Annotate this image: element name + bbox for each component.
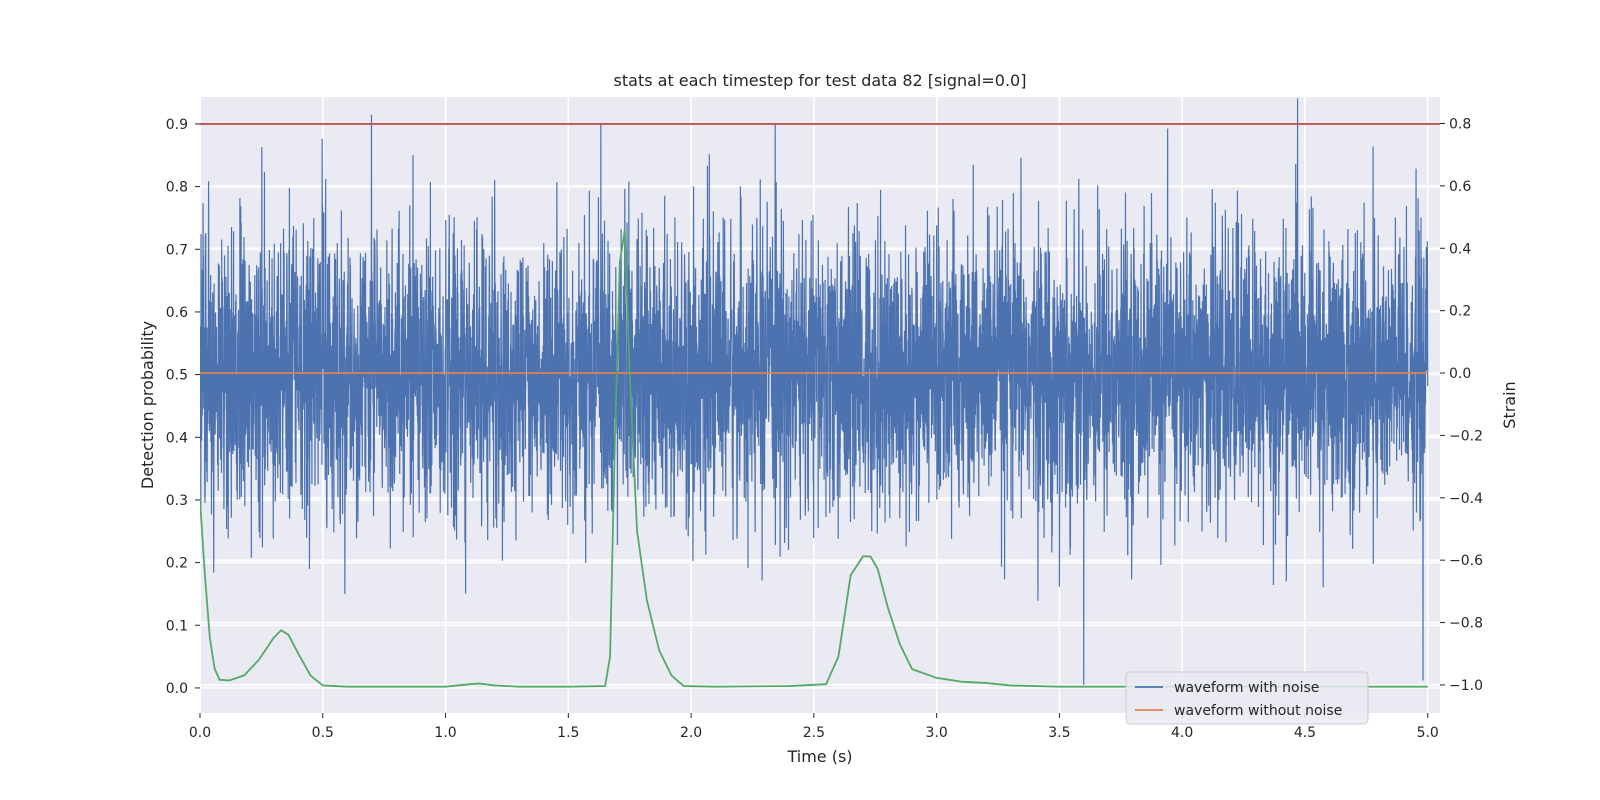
x-tick-label-9: 4.5 xyxy=(1294,725,1316,741)
y-left-tick-label-4: 0.4 xyxy=(166,430,188,446)
y-left-tick-label-3: 0.3 xyxy=(166,493,188,509)
x-axis-label: Time (s) xyxy=(786,747,852,766)
y-axis-label-left: Detection probability xyxy=(138,321,157,489)
y-left-tick-label-7: 0.7 xyxy=(166,242,188,258)
legend-label-1: waveform without noise xyxy=(1174,703,1342,719)
y-right-tick-label-1: −0.8 xyxy=(1449,616,1483,632)
y-right-tick-label-7: 0.4 xyxy=(1449,241,1471,257)
x-tick-label-7: 3.5 xyxy=(1048,725,1070,741)
y-right-tick-label-6: 0.2 xyxy=(1449,304,1471,320)
y-left-tick-label-2: 0.2 xyxy=(166,556,188,572)
y-axis-label-right: Strain xyxy=(1500,381,1519,428)
x-tick-label-8: 4.0 xyxy=(1171,725,1193,741)
y-right-tick-label-9: 0.8 xyxy=(1449,117,1471,133)
x-tick-label-4: 2.0 xyxy=(680,725,702,741)
y-right-tick-label-3: −0.4 xyxy=(1449,491,1483,507)
y-left-tick-label-8: 0.8 xyxy=(166,180,188,196)
y-right-tick-label-4: −0.2 xyxy=(1449,428,1483,444)
x-tick-label-1: 0.5 xyxy=(312,725,334,741)
x-tick-label-2: 1.0 xyxy=(434,725,456,741)
y-left-tick-label-6: 0.6 xyxy=(166,305,188,321)
y-left-tick-label-0: 0.0 xyxy=(166,681,188,697)
y-left-tick-label-9: 0.9 xyxy=(166,117,188,133)
x-tick-label-3: 1.5 xyxy=(557,725,579,741)
x-tick-label-6: 3.0 xyxy=(926,725,948,741)
legend-box xyxy=(1125,671,1369,725)
axes-ticks: 0.0 0.5 1.0 1.5 2.0 2.5 3.0 3.5 4.0 4.5 5.0 0.0 0.1 0… xyxy=(166,117,1483,741)
y-right-tick-label-0: −1.0 xyxy=(1449,678,1483,694)
y-right-tick-label-8: 0.6 xyxy=(1449,179,1471,195)
y-left-tick-label-1: 0.1 xyxy=(166,618,188,634)
y-left-tick-label-5: 0.5 xyxy=(166,368,188,384)
y-right-tick-label-2: −0.6 xyxy=(1449,553,1483,569)
series-waveform-with-noise xyxy=(200,98,1429,685)
x-tick-label-10: 5.0 xyxy=(1417,725,1439,741)
y-right-tick-label-5: 0.0 xyxy=(1449,366,1471,382)
legend: waveform with noise waveform without nois… xyxy=(1125,671,1369,725)
plot-series xyxy=(200,98,1440,688)
chart-title: stats at each timestep for test data 82 … xyxy=(614,71,1027,90)
legend-label-0: waveform with noise xyxy=(1174,680,1319,696)
x-tick-label-5: 2.5 xyxy=(803,725,825,741)
series-line-3 xyxy=(200,229,1428,688)
x-tick-label-0: 0.0 xyxy=(189,725,211,741)
